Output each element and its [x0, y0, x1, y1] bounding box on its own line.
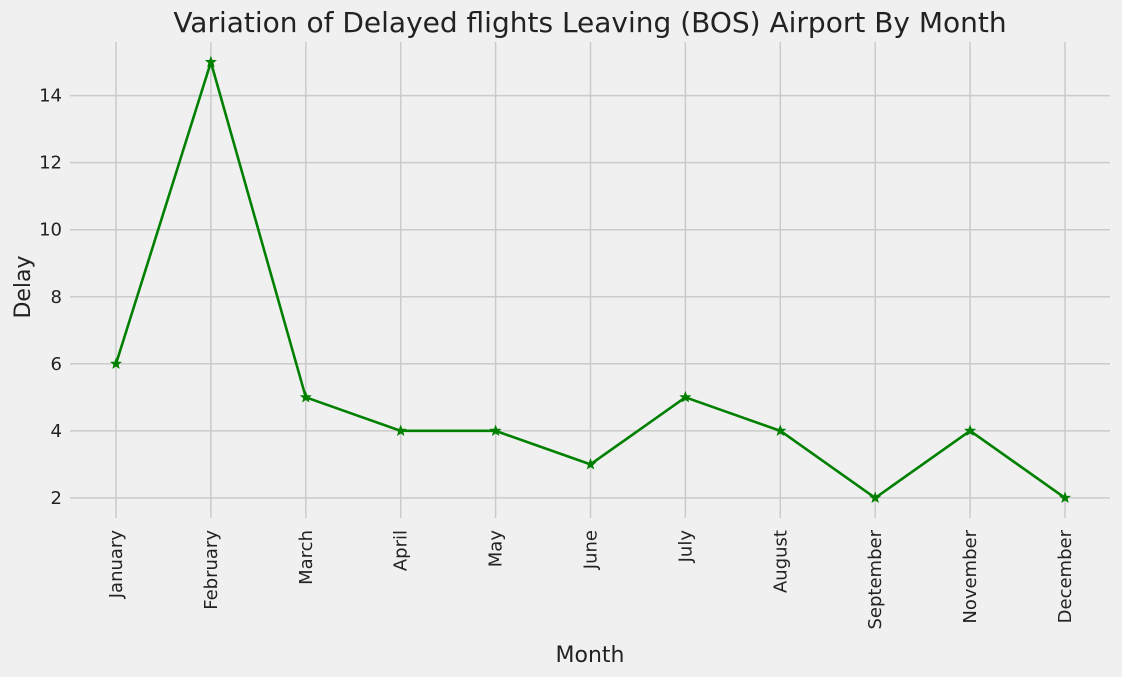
x-axis-label: Month [556, 643, 625, 668]
y-tick-label: 14 [39, 86, 62, 107]
x-tick-label: December [1055, 529, 1076, 623]
grid [70, 42, 1110, 518]
y-axis-label: Delay [11, 255, 36, 318]
data-point-star [489, 424, 502, 436]
x-tick-label: June [581, 530, 602, 570]
x-tick-label: March [296, 530, 317, 585]
data-point-star [109, 357, 123, 369]
data-point-star [1058, 491, 1072, 504]
data-point-star [584, 458, 597, 470]
data-point-star [679, 390, 692, 403]
y-tick-label: 2 [51, 488, 62, 509]
y-tick-label: 4 [51, 421, 62, 442]
y-tick-label: 10 [39, 220, 62, 241]
y-tick-label: 6 [51, 354, 62, 375]
y-tick-label: 12 [39, 153, 62, 174]
x-tick-label: August [770, 530, 791, 593]
x-tick-label: February [201, 530, 222, 610]
x-tick-label: July [675, 530, 696, 564]
x-tick-label: May [486, 530, 507, 568]
marker-layer [109, 55, 1072, 504]
chart-title: Variation of Delayed flights Leaving (BO… [173, 6, 1006, 39]
x-tick-label: September [865, 529, 886, 629]
data-point-star [204, 55, 217, 68]
y-tick-label: 8 [51, 287, 62, 308]
x-tick-label: April [391, 530, 412, 571]
x-tick-labels: January February March April May June July Augu… [106, 529, 1076, 629]
data-point-star [964, 424, 977, 436]
y-tick-labels: 2 4 6 8 10 12 14 [39, 86, 62, 509]
x-tick-label: November [960, 529, 981, 623]
data-point-star [394, 424, 407, 436]
data-point-star [774, 424, 787, 436]
x-tick-label: January [106, 530, 127, 600]
data-point-star [869, 491, 882, 504]
data-point-star [299, 390, 312, 403]
